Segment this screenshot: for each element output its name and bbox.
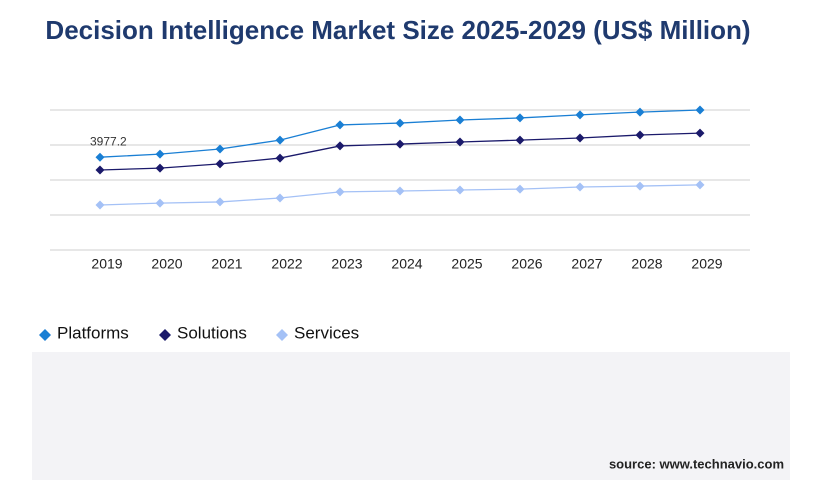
x-tick-label: 2019 [91, 256, 122, 272]
point [455, 185, 465, 195]
legend-marker [39, 329, 51, 341]
point [575, 133, 585, 143]
x-tick-label: 2022 [271, 256, 302, 272]
point [455, 115, 465, 125]
point [635, 107, 645, 117]
legend-marker [276, 329, 288, 341]
point [695, 105, 705, 115]
legend-panel [32, 352, 790, 480]
legend-marker [159, 329, 171, 341]
point [635, 181, 645, 191]
x-tick-label: 2023 [331, 256, 362, 272]
point [335, 141, 345, 151]
x-tick-label: 2020 [151, 256, 182, 272]
point [515, 135, 525, 145]
legend-label: Solutions [177, 323, 247, 342]
x-tick-label: 2027 [571, 256, 602, 272]
point [275, 135, 285, 145]
point [335, 120, 345, 130]
point [575, 110, 585, 120]
x-tick-label: 2028 [631, 256, 662, 272]
point [335, 187, 345, 197]
point [515, 184, 525, 194]
point [695, 128, 705, 138]
legend-label: Platforms [57, 323, 129, 342]
point [275, 193, 285, 203]
point [575, 182, 585, 192]
point [95, 152, 105, 162]
point [635, 130, 645, 140]
point [395, 118, 405, 128]
point [695, 180, 705, 190]
point [95, 200, 105, 210]
chart-title: Decision Intelligence Market Size 2025-2… [45, 15, 750, 45]
x-tick-label: 2024 [391, 256, 422, 272]
point [215, 159, 225, 169]
point [155, 149, 165, 159]
x-tick-label: 2029 [691, 256, 722, 272]
point [395, 186, 405, 196]
point [155, 163, 165, 173]
legend-label: Services [294, 323, 359, 342]
series-line [99, 109, 701, 158]
data-label: 3977.2 [90, 134, 127, 148]
point [455, 137, 465, 147]
x-tick-label: 2025 [451, 256, 482, 272]
point [95, 165, 105, 175]
point [275, 153, 285, 163]
point [395, 139, 405, 149]
point [215, 144, 225, 154]
point [155, 198, 165, 208]
x-tick-label: 2021 [211, 256, 242, 272]
point [515, 113, 525, 123]
x-tick-label: 2026 [511, 256, 542, 272]
point [215, 197, 225, 207]
source: source: www.technavio.com [609, 456, 784, 471]
